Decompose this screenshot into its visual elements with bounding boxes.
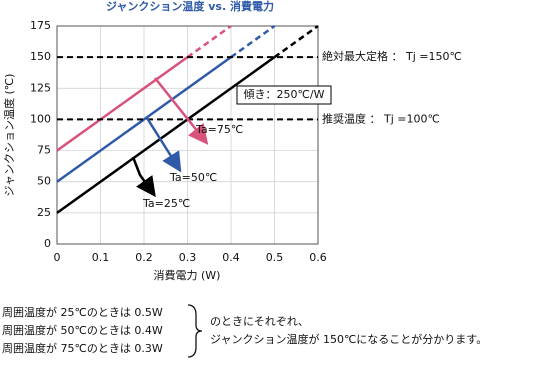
brace: [187, 304, 203, 358]
note: ジャンクション温度が 150℃になることが分かります。: [210, 332, 487, 346]
x-axis-label: 消費電力 (W): [154, 268, 221, 282]
note: 周囲温度が 50℃のときは 0.4W: [2, 323, 163, 337]
chart-title: ジャンクション温度 vs. 消費電力: [106, 0, 274, 13]
y-tick-label: 0: [44, 237, 51, 250]
series-line: [56, 56, 189, 152]
series-extension: [186, 24, 232, 59]
arrow: [145, 117, 182, 173]
series-line: [56, 56, 276, 214]
y-tick-label: 75: [37, 144, 51, 157]
x-tick-label: 0.1: [92, 251, 110, 264]
series-label: Ta=75℃: [195, 123, 243, 136]
x-tick-label: 0.5: [266, 251, 284, 264]
series-extension: [230, 24, 276, 59]
note: 周囲温度が 25℃のときは 0.5W: [2, 305, 163, 319]
y-tick-label: 50: [37, 175, 51, 188]
y-tick-label: 175: [30, 19, 51, 32]
series-extension: [273, 24, 319, 59]
arrow: [154, 77, 209, 145]
x-tick-label: 0.4: [222, 251, 240, 264]
y-tick-label: 125: [30, 81, 51, 94]
series-line: [56, 56, 232, 183]
slope-note: 傾き：250℃/W: [244, 87, 325, 101]
note: のときにそれぞれ、: [210, 315, 309, 328]
note: 周囲温度が 75℃のときは 0.3W: [2, 341, 163, 355]
y-axis-label: ジャンクション温度 (℃): [2, 74, 16, 197]
x-tick-label: 0.2: [135, 251, 153, 264]
series-label: Ta=50℃: [169, 171, 217, 184]
series-label: Ta=25℃: [142, 197, 190, 210]
x-tick-label: 0.3: [179, 251, 197, 264]
y-tick-label: 100: [30, 112, 51, 125]
arrow: [131, 156, 156, 198]
y-tick-label: 25: [37, 206, 51, 219]
x-tick-label: 0: [54, 251, 61, 264]
y-tick-label: 150: [30, 50, 51, 63]
plot-frame: [56, 25, 319, 245]
reference-label: 絶対最大定格 ： Tj =150℃: [322, 49, 462, 63]
slope-box: [236, 85, 332, 105]
reference-label: 推奨温度 ： Tj =100℃: [322, 111, 440, 125]
x-tick-label: 0.6: [309, 251, 327, 264]
